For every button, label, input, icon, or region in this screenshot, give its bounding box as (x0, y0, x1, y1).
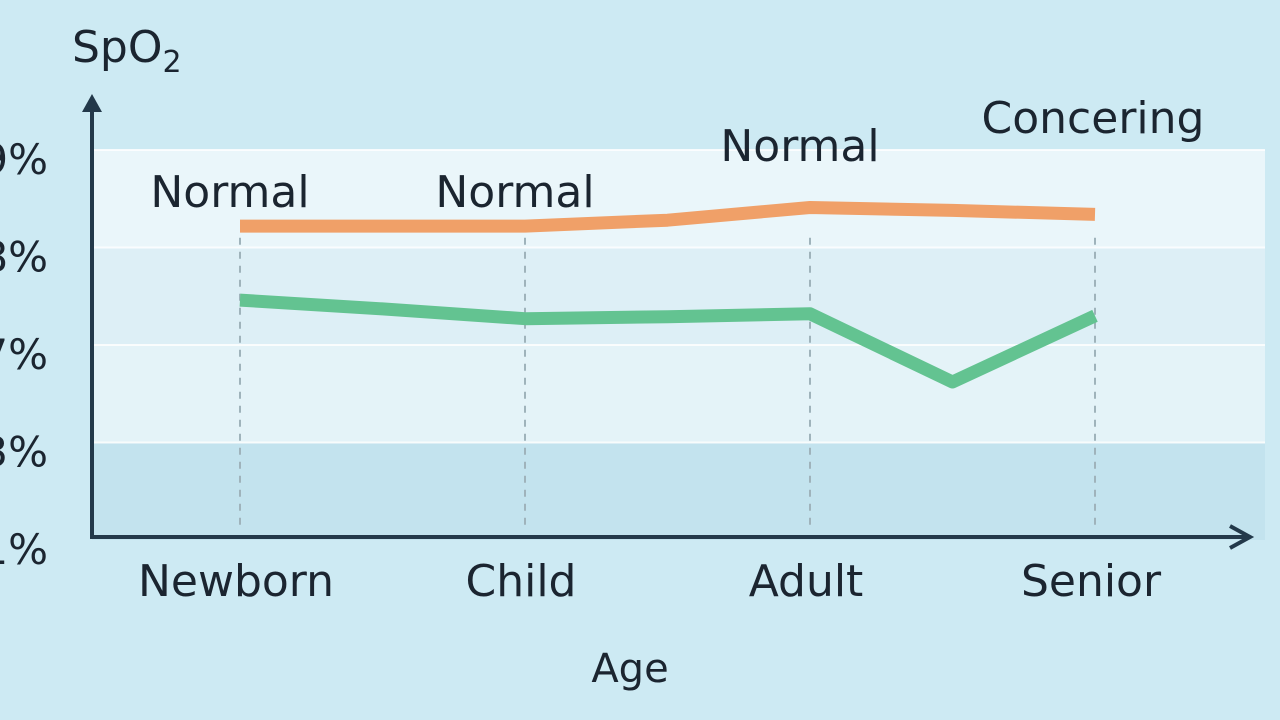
axes (82, 94, 1255, 550)
x-axis-arrow (1229, 524, 1255, 550)
annotation-label: Normal (720, 121, 879, 172)
y-axis-title: SpO2 (72, 22, 182, 80)
series-line-1 (240, 201, 1096, 233)
x-category-labels: Newborn Child Adult Senior (138, 556, 1162, 607)
annotations: Normal Normal Normal Concering (150, 93, 1204, 218)
y-tick-label: 1% (0, 525, 48, 574)
band-2 (92, 345, 1265, 443)
x-category-label: Newborn (138, 556, 334, 607)
series-lines (239, 201, 1098, 389)
y-tick-label: 8% (0, 233, 48, 282)
series-line-2 (239, 293, 1098, 389)
band-3 (92, 442, 1265, 540)
y-tick-label: 3% (0, 428, 48, 477)
x-category-label: Adult (749, 556, 864, 607)
plot-bands (92, 149, 1265, 540)
annotation-label: Normal (435, 167, 594, 218)
annotation-label: Normal (150, 167, 309, 218)
y-tick-label: 7% (0, 330, 48, 379)
annotation-label: Concering (982, 93, 1205, 144)
y-tick-labels: 9% 8% 7% 3% 1% (0, 135, 48, 574)
x-axis-title: Age (591, 646, 668, 692)
y-tick-label: 9% (0, 135, 48, 184)
y-axis-arrow (82, 94, 102, 112)
x-category-label: Child (466, 556, 577, 607)
x-category-label: Senior (1021, 556, 1162, 607)
vertical-guides (239, 237, 1096, 531)
